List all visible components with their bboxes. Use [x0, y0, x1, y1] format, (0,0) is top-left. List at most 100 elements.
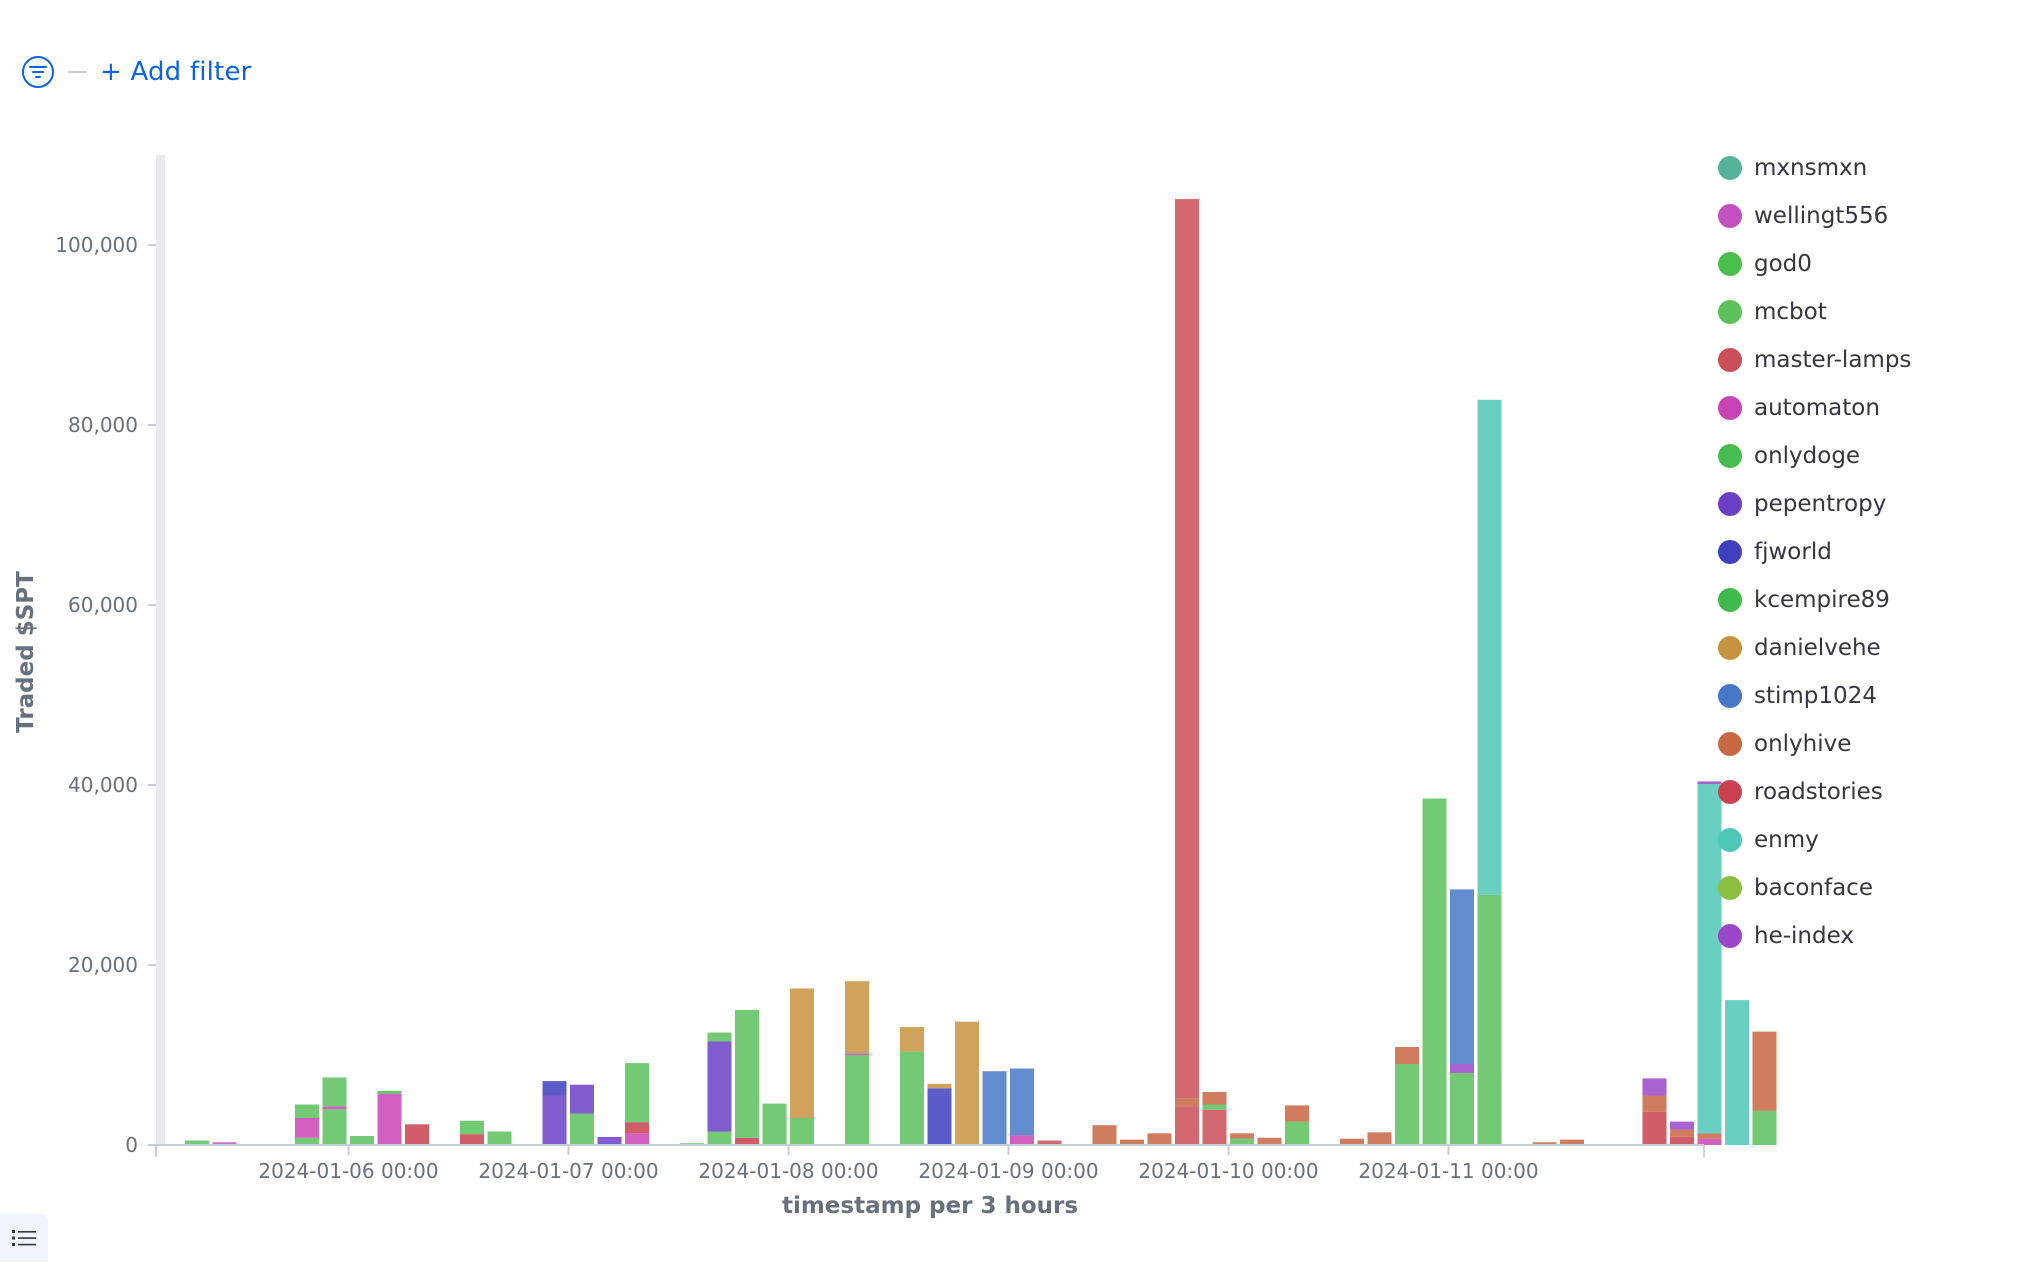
- bar-segment-onlyhive[interactable]: [1257, 1137, 1282, 1145]
- bar-segment-onlyhive[interactable]: [1202, 1091, 1227, 1105]
- bar-stack[interactable]: [460, 1120, 484, 1145]
- bar-segment-onlyhive[interactable]: [1752, 1031, 1777, 1111]
- bar-stack[interactable]: [1037, 1140, 1062, 1146]
- bar-stack[interactable]: [1010, 1068, 1034, 1146]
- bar-segment-onlyhive[interactable]: [1532, 1142, 1557, 1145]
- bar-segment-mcbot[interactable]: [460, 1120, 484, 1135]
- bar-segment-enmy[interactable]: [1725, 1000, 1749, 1145]
- bar-segment-mcbot[interactable]: [707, 1032, 732, 1042]
- legend-item-roadstories[interactable]: roadstories: [1718, 768, 1911, 816]
- legend-item-stimp1024[interactable]: stimp1024: [1718, 672, 1911, 720]
- bar-segment-master-lamps[interactable]: [1175, 199, 1199, 1099]
- bar-segment-mcbot[interactable]: [1285, 1121, 1309, 1145]
- legend-item-onlydoge[interactable]: onlydoge: [1718, 432, 1911, 480]
- bar-stack[interactable]: [1175, 199, 1199, 1145]
- bar-stack[interactable]: [735, 1010, 759, 1145]
- add-filter-button[interactable]: + Add filter: [100, 57, 252, 87]
- bar-segment-danielvehe[interactable]: [900, 1027, 924, 1052]
- bar-stack[interactable]: [1395, 1046, 1419, 1145]
- bar-segment-automaton[interactable]: [377, 1093, 402, 1145]
- bar-segment-mcbot[interactable]: [790, 1118, 814, 1145]
- bar-segment-automaton[interactable]: [322, 1106, 347, 1109]
- bar-stack[interactable]: [570, 1084, 594, 1146]
- bar-segment-onlyhive[interactable]: [1670, 1129, 1694, 1137]
- bar-stack[interactable]: [350, 1136, 374, 1145]
- bar-stack[interactable]: [1147, 1133, 1172, 1145]
- bar-segment-mcbot[interactable]: [1477, 894, 1502, 1145]
- bar-segment-mcbot[interactable]: [625, 1063, 649, 1123]
- bar-segment-mcbot[interactable]: [1202, 1104, 1227, 1110]
- bar-segment-automaton[interactable]: [1697, 1138, 1722, 1145]
- bar-stack[interactable]: [1285, 1105, 1309, 1145]
- bar-segment-onlyhive[interactable]: [1147, 1133, 1172, 1145]
- bar-segment-roadstories[interactable]: [460, 1134, 484, 1145]
- legend-item-pepentropy[interactable]: pepentropy: [1718, 480, 1911, 528]
- bar-segment-danielvehe[interactable]: [955, 1021, 979, 1145]
- bar-stack[interactable]: [1202, 1091, 1227, 1145]
- bar-stack[interactable]: [900, 1027, 924, 1145]
- bar-stack[interactable]: [295, 1104, 319, 1146]
- legend-item-onlyhive[interactable]: onlyhive: [1718, 720, 1911, 768]
- bar-stack[interactable]: [1725, 1000, 1749, 1145]
- bar-segment-master-lamps[interactable]: [1202, 1109, 1227, 1145]
- bar-segment-mcbot[interactable]: [900, 1051, 924, 1145]
- bar-segment-onlyhive[interactable]: [1120, 1139, 1144, 1145]
- legend-item-wellingt556[interactable]: wellingt556: [1718, 192, 1911, 240]
- bar-stack[interactable]: [625, 1063, 649, 1145]
- legend-item-baconface[interactable]: baconface: [1718, 864, 1911, 912]
- bar-segment-he-index[interactable]: [1450, 1064, 1474, 1073]
- legend-item-god0[interactable]: god0: [1718, 240, 1911, 288]
- bar-segment-stimp1024[interactable]: [982, 1071, 1007, 1145]
- bar-stack[interactable]: [405, 1124, 429, 1145]
- list-toggle-button[interactable]: [0, 1214, 48, 1262]
- bar-segment-mcbot[interactable]: [350, 1136, 374, 1145]
- bar-segment-mcbot[interactable]: [295, 1137, 319, 1145]
- bar-stack[interactable]: [982, 1071, 1007, 1145]
- bar-segment-pepentropy[interactable]: [597, 1136, 622, 1145]
- bar-segment-onlyhive[interactable]: [1395, 1046, 1419, 1064]
- bar-stack[interactable]: [1257, 1137, 1282, 1145]
- bar-segment-danielvehe[interactable]: [790, 988, 814, 1118]
- bar-stack[interactable]: [1120, 1139, 1144, 1145]
- legend-item-mxnsmxn[interactable]: mxnsmxn: [1718, 144, 1911, 192]
- bar-segment-onlyhive[interactable]: [1642, 1095, 1667, 1112]
- bar-segment-mcbot[interactable]: [1752, 1110, 1777, 1145]
- bar-segment-danielvehe[interactable]: [845, 981, 869, 1054]
- bar-stack[interactable]: [927, 1083, 952, 1145]
- bar-stack[interactable]: [707, 1032, 732, 1146]
- bar-stack[interactable]: [790, 988, 814, 1145]
- bar-segment-mcbot[interactable]: [487, 1131, 512, 1146]
- bar-stack[interactable]: [487, 1131, 512, 1146]
- bar-stack[interactable]: [1752, 1031, 1777, 1145]
- bar-segment-mcbot[interactable]: [1230, 1138, 1254, 1145]
- bar-segment-onlyhive[interactable]: [1340, 1138, 1364, 1145]
- bar-segment-onlyhive[interactable]: [1175, 1098, 1199, 1107]
- bar-stack[interactable]: [185, 1140, 209, 1146]
- bar-segment-danielvehe[interactable]: [927, 1083, 952, 1089]
- bar-segment-roadstories[interactable]: [625, 1122, 649, 1134]
- bar-segment-onlydoge[interactable]: [377, 1091, 402, 1094]
- bar-stack[interactable]: [322, 1077, 347, 1146]
- bar-segment-pepentropy[interactable]: [570, 1084, 594, 1114]
- bar-stack[interactable]: [1092, 1125, 1117, 1145]
- bar-segment-mcbot[interactable]: [570, 1113, 594, 1146]
- bar-segment-master-lamps[interactable]: [1037, 1140, 1062, 1146]
- bar-segment-mcbot[interactable]: [1450, 1073, 1474, 1145]
- bar-segment-onlyhive[interactable]: [1285, 1105, 1309, 1122]
- bar-stack[interactable]: [1560, 1139, 1584, 1145]
- bar-segment-wellingt556[interactable]: [845, 1053, 869, 1055]
- legend-item-automaton[interactable]: automaton: [1718, 384, 1911, 432]
- bar-stack[interactable]: [1340, 1138, 1364, 1145]
- bar-stack[interactable]: [1670, 1121, 1694, 1145]
- legend-item-he-index[interactable]: he-index: [1718, 912, 1911, 960]
- bar-stack[interactable]: [212, 1142, 237, 1145]
- bar-stack[interactable]: [1367, 1132, 1392, 1145]
- legend-item-danielvehe[interactable]: danielvehe: [1718, 624, 1911, 672]
- bar-segment-mcbot[interactable]: [735, 1010, 759, 1138]
- bar-segment-fjworld[interactable]: [542, 1081, 567, 1096]
- bar-stack[interactable]: [1450, 889, 1474, 1145]
- bar-segment-he-index[interactable]: [1697, 781, 1722, 785]
- legend-item-enmy[interactable]: enmy: [1718, 816, 1911, 864]
- filter-icon[interactable]: [22, 56, 54, 88]
- bar-stack[interactable]: [1697, 781, 1722, 1145]
